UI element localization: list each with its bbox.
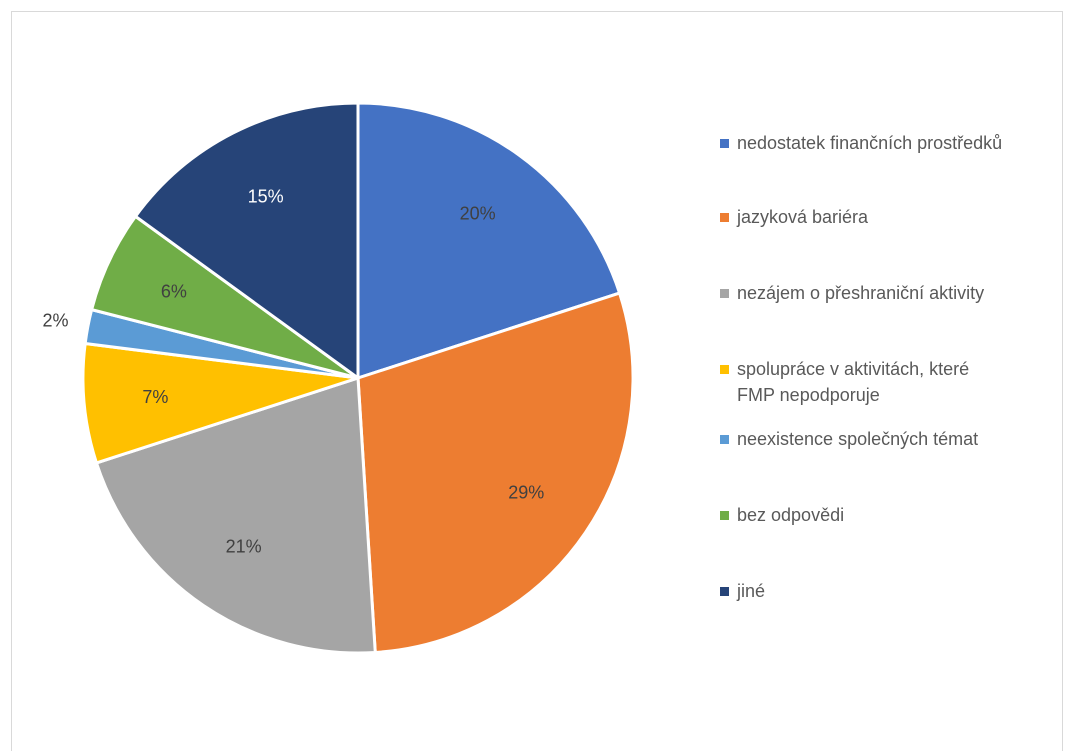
legend-swatch (720, 587, 729, 596)
data-label: 6% (161, 281, 187, 301)
data-label: 20% (460, 203, 496, 223)
pie-data-labels: 20% 29% 21% 7% 2% 6% 15% (42, 187, 544, 557)
legend-item-jazykova-bariera: jazyková bariéra (720, 204, 868, 230)
legend-swatch (720, 139, 729, 148)
legend-label: jazyková bariéra (737, 207, 869, 227)
pie-slice-nedostatek-financnich-prostredku (356, 101, 622, 380)
pie-slices (81, 101, 635, 655)
pie-slice-nezajem-o-preshranicni-aktivity (94, 376, 377, 655)
legend-swatch (720, 365, 729, 374)
legend-label: bez odpovědi (737, 505, 845, 525)
legend-swatch (720, 511, 729, 520)
legend-swatch (720, 213, 729, 222)
legend-label: nedostatek finančních prostředků (737, 133, 1003, 153)
legend-item-spoluprace: spolupráce v aktivitách, které FMP nepod… (720, 356, 969, 408)
legend-label: spolupráce v aktivitách, které FMP nepod… (737, 359, 970, 405)
legend-swatch (720, 289, 729, 298)
legend-item-bez-odpovedi: bez odpovědi (720, 502, 844, 528)
legend-item-neexistence: neexistence společných témat (720, 426, 978, 452)
legend-swatch (720, 435, 729, 444)
legend-item-nezajem: nezájem o přeshraniční aktivity (720, 280, 984, 306)
data-label: 2% (42, 310, 68, 330)
pie-slice-spoluprace-v-aktivitach-ktere (81, 342, 360, 465)
legend-label: nezájem o přeshraniční aktivity (737, 283, 985, 303)
legend-label: neexistence společných témat (737, 429, 979, 449)
legend-label: jiné (737, 581, 766, 601)
data-label: 29% (508, 482, 544, 502)
pie-slice-jazykova-bariera (356, 291, 635, 654)
data-label: 15% (248, 187, 284, 207)
data-label: 21% (226, 536, 262, 556)
legend-item-jine: jiné (720, 578, 765, 604)
legend-item-nedostatek: nedostatek finančních prostředků (720, 130, 1002, 156)
pie-slice-jine (134, 101, 360, 380)
data-label: 7% (142, 387, 168, 407)
